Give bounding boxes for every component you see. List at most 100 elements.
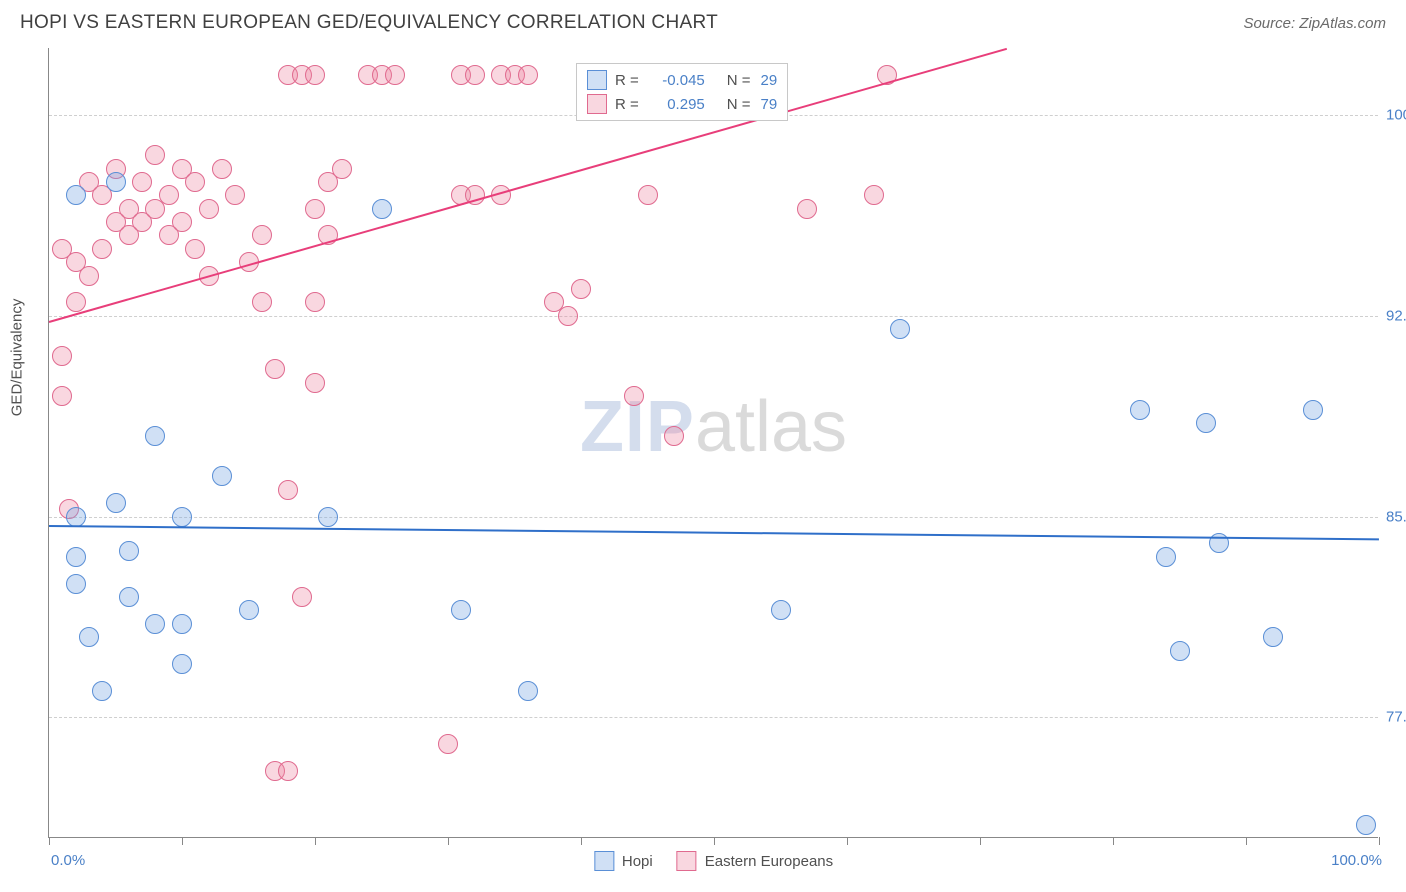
- data-point-eastern: [305, 199, 325, 219]
- gridline: [49, 316, 1378, 317]
- y-tick-label: 100.0%: [1386, 106, 1406, 123]
- legend-r-value: 0.295: [649, 96, 705, 113]
- data-point-hopi: [451, 600, 471, 620]
- legend-r-label: R =: [615, 72, 639, 89]
- data-point-hopi: [771, 600, 791, 620]
- x-tick: [182, 837, 183, 845]
- x-tick: [448, 837, 449, 845]
- legend-n-label: N =: [727, 96, 751, 113]
- data-point-hopi: [1170, 641, 1190, 661]
- data-point-hopi: [890, 319, 910, 339]
- data-point-hopi: [518, 681, 538, 701]
- x-tick: [980, 837, 981, 845]
- data-point-hopi: [92, 681, 112, 701]
- legend-n-value: 79: [761, 96, 778, 113]
- trendline-hopi: [49, 525, 1379, 540]
- legend-r-label: R =: [615, 96, 639, 113]
- data-point-hopi: [1263, 627, 1283, 647]
- data-point-eastern: [305, 292, 325, 312]
- data-point-eastern: [278, 480, 298, 500]
- data-point-hopi: [239, 600, 259, 620]
- data-point-hopi: [119, 587, 139, 607]
- data-point-eastern: [305, 65, 325, 85]
- data-point-eastern: [558, 306, 578, 326]
- data-point-eastern: [145, 145, 165, 165]
- data-point-hopi: [1156, 547, 1176, 567]
- data-point-eastern: [172, 212, 192, 232]
- data-point-eastern: [664, 426, 684, 446]
- data-point-eastern: [252, 225, 272, 245]
- watermark-part-b: atlas: [695, 387, 847, 467]
- legend-swatch: [587, 94, 607, 114]
- legend-stats: R =-0.045N =29R =0.295N =79: [576, 63, 788, 121]
- x-tick: [315, 837, 316, 845]
- data-point-eastern: [278, 761, 298, 781]
- data-point-eastern: [185, 172, 205, 192]
- gridline: [49, 517, 1378, 518]
- chart-header: HOPI VS EASTERN EUROPEAN GED/EQUIVALENCY…: [0, 0, 1406, 42]
- legend-swatch-hopi: [594, 851, 614, 871]
- data-point-hopi: [66, 185, 86, 205]
- data-point-eastern: [132, 172, 152, 192]
- legend-n-label: N =: [727, 72, 751, 89]
- data-point-hopi: [119, 541, 139, 561]
- data-point-hopi: [172, 654, 192, 674]
- x-tick: [581, 837, 582, 845]
- data-point-hopi: [372, 199, 392, 219]
- x-tick: [1246, 837, 1247, 845]
- data-point-hopi: [106, 172, 126, 192]
- x-tick: [847, 837, 848, 845]
- data-point-hopi: [172, 614, 192, 634]
- x-axis-min-label: 0.0%: [51, 852, 85, 869]
- data-point-eastern: [92, 239, 112, 259]
- legend-swatch: [587, 70, 607, 90]
- x-axis-max-label: 100.0%: [1331, 852, 1382, 869]
- data-point-hopi: [106, 493, 126, 513]
- y-tick-label: 92.5%: [1386, 307, 1406, 324]
- legend-label-hopi: Hopi: [622, 853, 653, 870]
- data-point-eastern: [212, 159, 232, 179]
- data-point-eastern: [292, 587, 312, 607]
- data-point-hopi: [79, 627, 99, 647]
- data-point-eastern: [52, 346, 72, 366]
- data-point-eastern: [638, 185, 658, 205]
- data-point-hopi: [212, 466, 232, 486]
- x-tick: [1113, 837, 1114, 845]
- data-point-hopi: [66, 507, 86, 527]
- data-point-hopi: [66, 547, 86, 567]
- data-point-eastern: [797, 199, 817, 219]
- data-point-eastern: [465, 65, 485, 85]
- data-point-hopi: [1356, 815, 1376, 835]
- data-point-hopi: [172, 507, 192, 527]
- data-point-eastern: [265, 359, 285, 379]
- y-tick-label: 85.0%: [1386, 508, 1406, 525]
- source-attribution: Source: ZipAtlas.com: [1243, 15, 1386, 32]
- data-point-hopi: [145, 426, 165, 446]
- x-tick: [714, 837, 715, 845]
- x-tick: [49, 837, 50, 845]
- legend-label-eastern: Eastern Europeans: [705, 853, 833, 870]
- legend-stats-row: R =-0.045N =29: [587, 68, 777, 92]
- data-point-eastern: [159, 185, 179, 205]
- data-point-eastern: [332, 159, 352, 179]
- data-point-hopi: [318, 507, 338, 527]
- watermark: ZIPatlas: [580, 386, 847, 468]
- data-point-eastern: [518, 65, 538, 85]
- data-point-hopi: [1196, 413, 1216, 433]
- data-point-eastern: [624, 386, 644, 406]
- x-tick: [1379, 837, 1380, 845]
- data-point-hopi: [1130, 400, 1150, 420]
- y-axis-title: GED/Equivalency: [9, 298, 26, 416]
- legend-item-hopi: Hopi: [594, 851, 653, 871]
- legend-bottom: Hopi Eastern Europeans: [594, 851, 833, 871]
- legend-stats-row: R = 0.295 N = 79: [587, 92, 777, 116]
- legend-r-value: -0.045: [649, 72, 705, 89]
- data-point-hopi: [1303, 400, 1323, 420]
- data-point-eastern: [864, 185, 884, 205]
- scatter-chart: GED/Equivalency ZIPatlas 77.5%85.0%92.5%…: [48, 48, 1378, 838]
- data-point-eastern: [252, 292, 272, 312]
- data-point-eastern: [79, 266, 99, 286]
- data-point-eastern: [305, 373, 325, 393]
- data-point-eastern: [185, 239, 205, 259]
- y-tick-label: 77.5%: [1386, 709, 1406, 726]
